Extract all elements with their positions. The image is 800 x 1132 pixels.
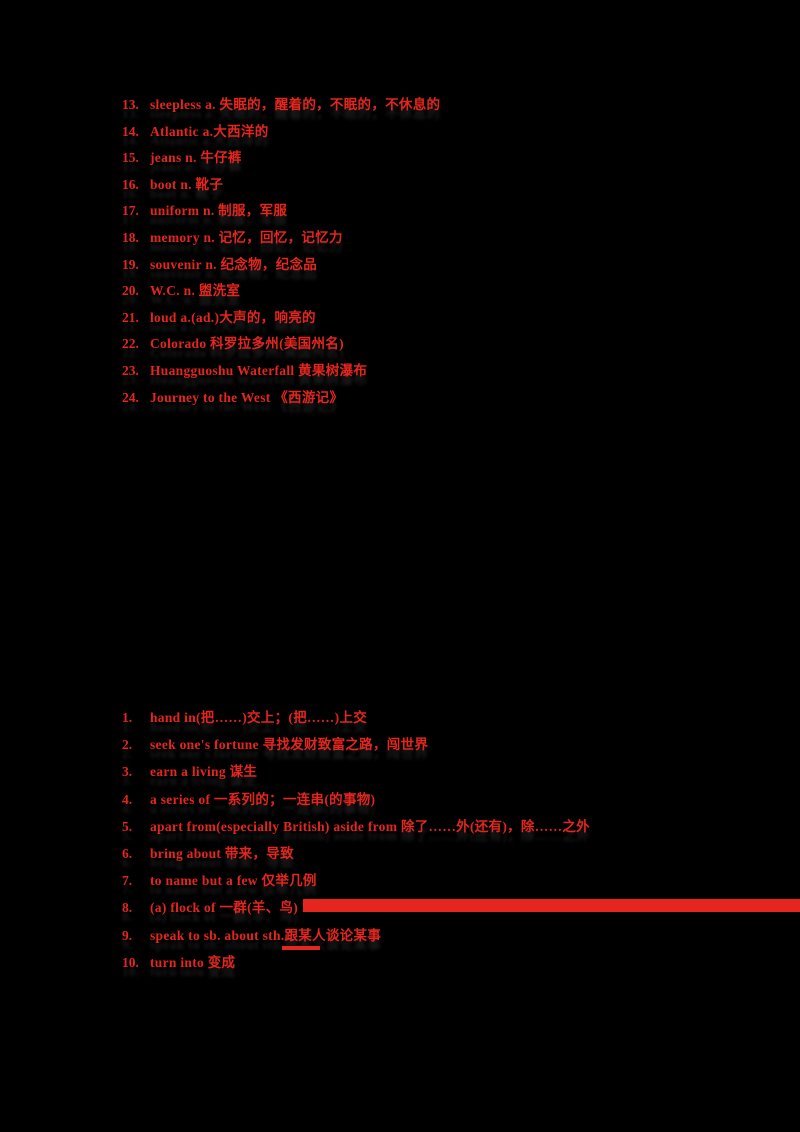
item-text: earn a living 谋生 bbox=[150, 764, 258, 780]
item-text: (a) flock of 一群(羊、鸟) bbox=[150, 900, 299, 916]
vocab-item: 22. Colorado 科罗拉多州(美国州名) bbox=[122, 331, 440, 358]
item-number: 7. bbox=[122, 873, 133, 889]
vocab-item: 18. memory n. 记忆，回忆，记忆力 bbox=[122, 225, 440, 252]
item-text: sleepless a. 失眠的，醒着的，不眠的，不休息的 bbox=[150, 97, 441, 112]
vocab-item: 23. Huangguoshu Waterfall 黄果树瀑布 bbox=[122, 358, 440, 385]
vocab-item: 21. loud a.(ad.)大声的，响亮的 bbox=[122, 305, 440, 332]
item-number: 18. bbox=[122, 229, 139, 245]
item-text: W.C. n. 盥洗室 bbox=[150, 283, 241, 299]
item-text: boot n. 靴子 bbox=[150, 176, 224, 192]
phrase-item: 4. a series of 一系列的；一连串(的事物) bbox=[122, 786, 590, 813]
phrase-item: 8. (a) flock of 一群(羊、鸟) bbox=[122, 894, 590, 921]
vocab-item: 17. uniform n. 制服，军服 bbox=[122, 198, 440, 225]
vocab-item: 15. jeans n. 牛仔裤 bbox=[122, 145, 440, 172]
item-text: to name but a few 仅举几例 bbox=[150, 873, 317, 889]
item-text: bring about 带来，导致 bbox=[150, 845, 294, 861]
item-number: 10. bbox=[122, 954, 139, 970]
item-text: a series of 一系列的；一连串(的事物) bbox=[150, 791, 376, 807]
vocab-item: 20. W.C. n. 盥洗室 bbox=[122, 278, 440, 305]
item-text: uniform n. 制服，军服 bbox=[150, 203, 288, 219]
item-text: speak to sb. about sth.跟某人谈论某事 bbox=[150, 927, 382, 943]
item-number: 5. bbox=[122, 818, 133, 834]
item-text: seek one's fortune 寻找发财致富之路，闯世界 bbox=[150, 737, 429, 753]
item-text: turn into 变成 bbox=[150, 954, 236, 970]
item-number: 2. bbox=[122, 737, 133, 753]
phrase-item: 6. bring about 带来，导致 bbox=[122, 840, 590, 867]
item-number: 19. bbox=[122, 256, 139, 272]
item-number: 4. bbox=[122, 791, 133, 807]
item-number: 24. bbox=[122, 389, 139, 405]
vocab-list-top: 13. sleepless a. 失眠的，醒着的，不眠的，不休息的 14. Atla… bbox=[122, 92, 440, 411]
item-text: Atlantic a.大西洋的 bbox=[150, 123, 269, 139]
item-text: jeans n. 牛仔裤 bbox=[150, 150, 242, 166]
item-number: 3. bbox=[122, 764, 133, 780]
item-text: souvenir n. 纪念物，纪念品 bbox=[150, 256, 318, 272]
red-underline-mark bbox=[282, 946, 320, 950]
vocab-item: 24. Journey to the West 《西游记》 bbox=[122, 385, 440, 412]
item-number: 14. bbox=[122, 123, 139, 139]
item-number: 13. bbox=[122, 97, 139, 112]
phrase-list-bottom: 1. hand in(把……)交上；(把……)上交 2. seek one's fo… bbox=[122, 704, 590, 976]
item-text: hand in(把……)交上；(把……)上交 bbox=[150, 710, 367, 725]
item-number: 9. bbox=[122, 927, 133, 943]
phrase-item: 5. apart from(especially British) aside f… bbox=[122, 813, 590, 840]
vocab-item: 14. Atlantic a.大西洋的 bbox=[122, 119, 440, 146]
vocab-item: 13. sleepless a. 失眠的，醒着的，不眠的，不休息的 bbox=[122, 92, 440, 119]
item-number: 16. bbox=[122, 176, 139, 192]
item-number: 20. bbox=[122, 283, 139, 299]
vocab-item: 19. souvenir n. 纪念物，纪念品 bbox=[122, 252, 440, 279]
item-number: 21. bbox=[122, 309, 139, 325]
item-number: 23. bbox=[122, 362, 139, 378]
item-number: 6. bbox=[122, 845, 133, 861]
item-text: memory n. 记忆，回忆，记忆力 bbox=[150, 229, 343, 245]
phrase-item: 7. to name but a few 仅举几例 bbox=[122, 867, 590, 894]
phrase-item: 9. speak to sb. about sth.跟某人谈论某事 bbox=[122, 922, 590, 949]
vocab-item: 16. boot n. 靴子 bbox=[122, 172, 440, 199]
item-number: 22. bbox=[122, 336, 139, 352]
item-number: 8. bbox=[122, 900, 133, 916]
item-number: 1. bbox=[122, 710, 133, 725]
item-text: apart from(especially British) aside fro… bbox=[150, 818, 590, 834]
item-number: 15. bbox=[122, 150, 139, 166]
item-text: Huangguoshu Waterfall 黄果树瀑布 bbox=[150, 362, 368, 378]
item-number: 17. bbox=[122, 203, 139, 219]
phrase-item: 3. earn a living 谋生 bbox=[122, 758, 590, 785]
item-text: Journey to the West 《西游记》 bbox=[150, 389, 344, 405]
item-text: Colorado 科罗拉多州(美国州名) bbox=[150, 336, 344, 352]
phrase-item: 10. turn into 变成 bbox=[122, 949, 590, 976]
red-highlight-bar bbox=[303, 899, 800, 912]
phrase-item: 1. hand in(把……)交上；(把……)上交 bbox=[122, 704, 590, 731]
phrase-item: 2. seek one's fortune 寻找发财致富之路，闯世界 bbox=[122, 731, 590, 758]
item-text: loud a.(ad.)大声的，响亮的 bbox=[150, 309, 316, 325]
